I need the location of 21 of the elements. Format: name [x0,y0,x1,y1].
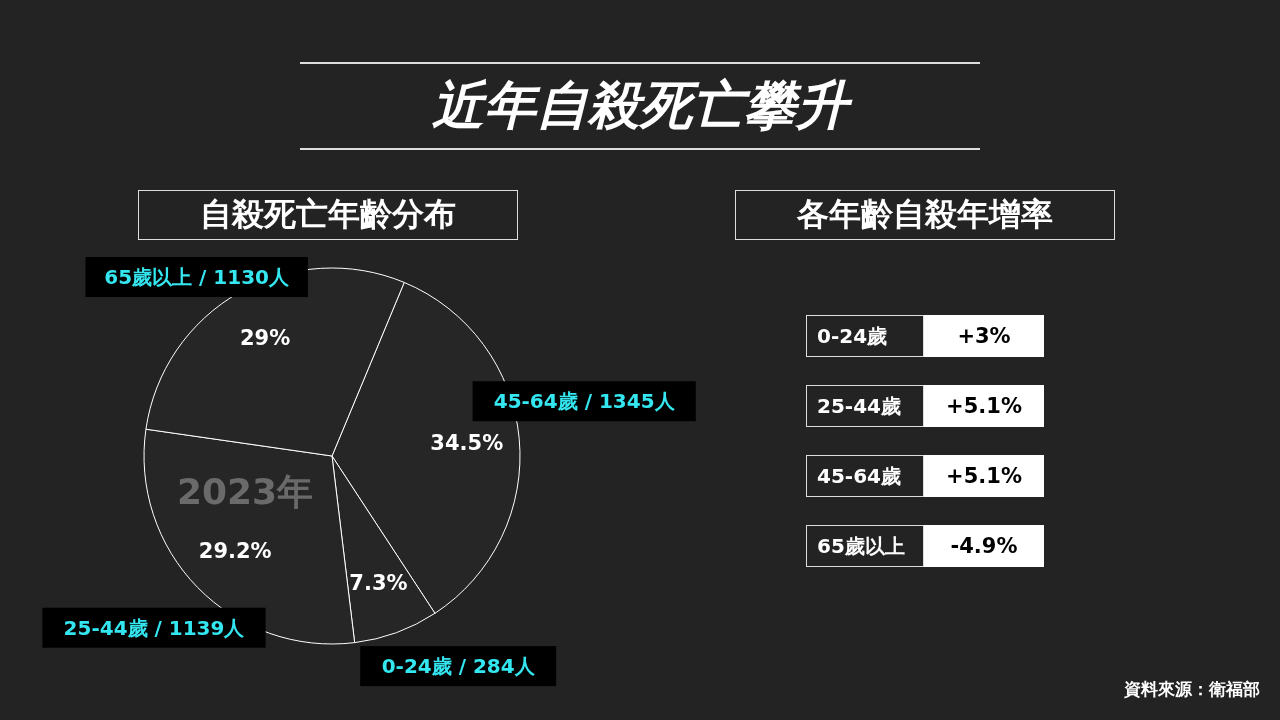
category-label: 45-64歲 [806,455,924,497]
text: 2023年 [175,470,315,514]
source-note: 資料來源：衛福部 [1124,678,1260,701]
chart-subtitle: 自殺死亡年齡分布 [138,190,518,240]
data-label: 34.5% [430,431,504,456]
slice-label: 25-44歲 / 1139人 [63,615,246,640]
data-label: 7.3% [349,571,408,596]
text: +3% [957,324,1011,348]
slice-label: 45-64歲 / 1345人 [493,389,676,414]
data-label: 29.2% [198,538,272,563]
chart-title: 近年自殺死亡攀升 [300,62,980,150]
category-label: 25-44歲 [806,385,924,427]
category-label: 65歲以上 [806,525,924,567]
slice-label: 65歲以上 / 1130人 [104,265,291,290]
text: 各年齡自殺年增率 [735,190,1115,240]
data-label: 29% [240,326,291,351]
slice-label: 0-24歲 / 284人 [381,654,536,679]
text: +5.1% [946,464,1022,488]
text: +5.1% [946,394,1022,418]
category-label: 0-24歲 [806,315,924,357]
text: -4.9% [950,534,1018,558]
